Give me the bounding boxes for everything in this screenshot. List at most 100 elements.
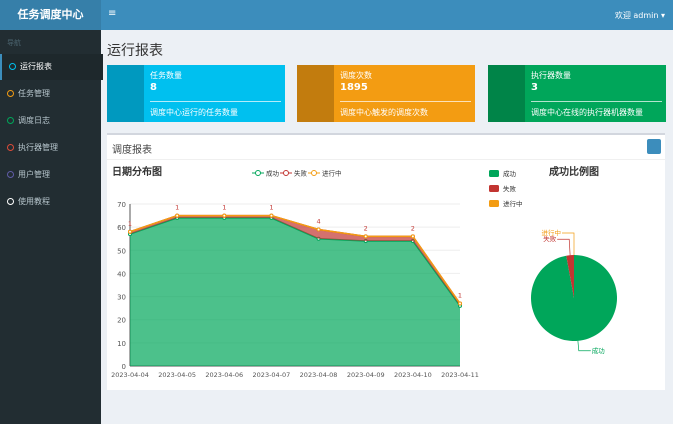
info-value: 8 [150,82,157,93]
y-tick-label: 30 [117,294,126,302]
panel: 调度报表 日期分布图 0 10 20 30 40 50 60 70 2023-04-04 2023-… [107,133,665,390]
x-tick-label: 2023-04-08 [300,371,338,379]
point [458,301,462,306]
point [269,213,274,218]
nav-item[interactable]: 使用教程 [0,189,101,215]
pie-label: 成功 [592,346,606,355]
info-title: 执行器数量 [531,71,571,80]
point [128,229,132,234]
legend-label: 成功 [266,169,280,178]
progress [340,101,471,102]
nav-text: 运行报表 [20,62,52,71]
legend-label: 成功 [503,169,517,178]
area [130,217,460,366]
nav-icon [7,144,14,151]
panel-title: 调度报表 [112,145,152,156]
info-title: 调度次数 [340,71,372,80]
y-tick-label: 0 [122,363,126,371]
info-desc: 调度中心触发的调度次数 [340,108,428,117]
y-tick-label: 10 [117,340,126,348]
y-tick-label: 60 [117,224,126,232]
menu-toggle[interactable]: ≡ [108,8,117,19]
legend-label: 进行中 [503,199,523,208]
info-icon [107,65,144,122]
legend-label: 失败 [503,184,517,193]
charts: 日期分布图 0 10 20 30 40 50 60 70 2023-04-04 2023-04-05… [111,165,617,379]
divider [107,159,665,160]
legend-label: 进行中 [322,169,342,178]
nav-text: 任务管理 [18,89,50,98]
nav-icon [7,90,14,97]
y-tick-label: 70 [117,201,126,209]
y-tick-label: 50 [117,247,126,255]
sidebar-label: 导航 [7,39,21,47]
chart-title: 成功比例图 [549,165,599,178]
info-box: 调度次数 1895 调度中心触发的调度次数 [297,65,475,122]
legend-dot [311,170,317,176]
data-label: 2 [411,224,415,232]
data-label: 2 [364,224,368,232]
nav-item[interactable]: 用户管理 [0,162,101,188]
pie-label: 进行中 [542,228,562,237]
nav-icon [7,117,14,124]
info-box: 执行器数量 3 调度中心在线的执行器机器数量 [488,65,666,122]
point [222,213,227,218]
info-title: 任务数量 [150,71,182,80]
info-icon [297,65,334,122]
page-title: 运行报表 [107,43,163,59]
legend-dot [283,170,289,176]
y-tick-label: 20 [117,317,126,325]
nav-text: 调度日志 [18,116,50,125]
header: 任务调度中心 ≡ 欢迎 admin ▾ [0,0,673,30]
point [316,227,321,232]
label-line [557,238,571,256]
point [410,234,415,239]
nav-item[interactable]: 执行器管理 [0,135,101,161]
progress [150,101,281,102]
area [130,215,460,306]
info-desc: 调度中心在线的执行器机器数量 [531,108,643,117]
data-label: 4 [317,217,321,225]
nav-item[interactable]: 调度日志 [0,108,101,134]
legend-label: 失败 [294,169,308,178]
nav-icon [7,198,14,205]
legend-swatch [489,185,499,192]
data-label: 1 [458,292,462,300]
nav-text: 用户管理 [18,170,50,179]
x-tick-label: 2023-04-05 [158,371,196,379]
user-menu[interactable]: 欢迎 admin ▾ [614,11,665,20]
info-value: 1895 [340,82,368,93]
x-tick-label: 2023-04-04 [111,371,149,379]
info-box: 任务数量 8 调度中心运行的任务数量 [107,65,285,122]
data-label: 1 [175,204,179,212]
point [175,213,180,218]
data-label: 1 [222,204,226,212]
legend-swatch [489,200,499,207]
x-tick-label: 2023-04-10 [394,371,432,379]
nav-icon [9,63,16,70]
export-button[interactable] [647,139,661,154]
nav-icon [7,171,14,178]
nav-item[interactable]: 任务管理 [0,81,101,107]
data-label: 1 [269,204,273,212]
info-desc: 调度中心运行的任务数量 [150,108,238,117]
legend-swatch [489,170,499,177]
nav-item[interactable]: 运行报表 [0,54,103,80]
nav-text: 执行器管理 [18,143,58,152]
x-tick-label: 2023-04-07 [253,371,291,379]
x-tick-label: 2023-04-09 [347,371,385,379]
label-line [562,232,575,255]
y-tick-label: 40 [117,270,126,278]
x-tick-label: 2023-04-06 [205,371,243,379]
info-icon [488,65,525,122]
progress [531,101,662,102]
nav-text: 使用教程 [18,197,50,206]
pie-label: 失败 [543,234,557,243]
info-value: 3 [531,82,538,93]
x-tick-label: 2023-04-11 [441,371,479,379]
point [363,234,368,239]
pie-slice [566,255,574,298]
brand[interactable]: 任务调度中心 [0,0,101,30]
chart-title: 日期分布图 [112,165,162,178]
